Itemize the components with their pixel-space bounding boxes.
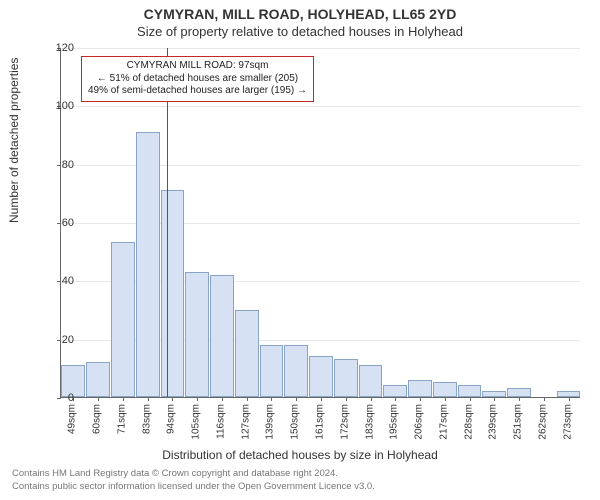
y-tick-label: 60 [44, 217, 74, 229]
x-tick-label: 217sqm [438, 404, 449, 440]
histogram-bar [210, 275, 234, 398]
x-tick-label: 139sqm [265, 404, 276, 440]
histogram-bar [458, 385, 482, 397]
x-tick-mark [494, 397, 495, 401]
x-tick-mark [247, 397, 248, 401]
x-tick-label: 206sqm [414, 404, 425, 440]
x-tick-mark [420, 397, 421, 401]
x-tick-label: 273sqm [562, 404, 573, 440]
x-tick-mark [148, 397, 149, 401]
y-tick-label: 20 [44, 334, 74, 346]
x-tick-label: 172sqm [339, 404, 350, 440]
x-tick-label: 49sqm [67, 404, 78, 434]
x-tick-mark [519, 397, 520, 401]
x-tick-label: 116sqm [215, 404, 226, 439]
histogram-bar [136, 132, 160, 397]
histogram-bar [359, 365, 383, 397]
x-tick-mark [123, 397, 124, 401]
y-tick-label: 120 [44, 42, 74, 54]
x-tick-mark [395, 397, 396, 401]
x-tick-mark [544, 397, 545, 401]
histogram-bar [433, 382, 457, 397]
chart-container: CYMYRAN, MILL ROAD, HOLYHEAD, LL65 2YD S… [0, 0, 600, 500]
x-tick-label: 195sqm [389, 404, 400, 440]
histogram-bar [507, 388, 531, 397]
histogram-bar [260, 345, 284, 398]
x-tick-label: 150sqm [290, 404, 301, 440]
histogram-bar [284, 345, 308, 398]
x-tick-mark [197, 397, 198, 401]
histogram-bar [383, 385, 407, 397]
x-tick-label: 105sqm [191, 404, 202, 440]
y-tick-label: 80 [44, 159, 74, 171]
address-title: CYMYRAN, MILL ROAD, HOLYHEAD, LL65 2YD [0, 6, 600, 22]
annotation-line-1: CYMYRAN MILL ROAD: 97sqm [88, 60, 307, 73]
histogram-bar [235, 310, 259, 398]
x-axis-label: Distribution of detached houses by size … [0, 448, 600, 462]
histogram-bar [111, 242, 135, 397]
histogram-bar [334, 359, 358, 397]
histogram-bar [309, 356, 333, 397]
x-tick-label: 161sqm [315, 404, 326, 440]
x-tick-label: 83sqm [141, 404, 152, 434]
annotation-line-3: 49% of semi-detached houses are larger (… [88, 85, 307, 98]
x-tick-mark [98, 397, 99, 401]
gridline [61, 48, 580, 49]
x-tick-label: 262sqm [537, 404, 548, 440]
histogram-bar [185, 272, 209, 397]
x-tick-mark [321, 397, 322, 401]
histogram-bar [161, 190, 185, 397]
chart-subtitle: Size of property relative to detached ho… [0, 24, 600, 39]
histogram-bar [86, 362, 110, 397]
x-tick-label: 71sqm [116, 404, 127, 434]
x-tick-mark [569, 397, 570, 401]
y-axis-label: Number of detached properties [7, 58, 21, 223]
histogram-bar [408, 380, 432, 398]
x-tick-label: 183sqm [364, 404, 375, 440]
x-tick-mark [296, 397, 297, 401]
x-tick-label: 94sqm [166, 404, 177, 434]
x-tick-mark [346, 397, 347, 401]
plot-area: CYMYRAN MILL ROAD: 97sqm ← 51% of detach… [60, 48, 580, 398]
y-tick-label: 100 [44, 100, 74, 112]
footer-licence: Contains public sector information licen… [12, 481, 375, 492]
x-tick-mark [172, 397, 173, 401]
x-tick-mark [371, 397, 372, 401]
x-tick-label: 127sqm [240, 404, 251, 440]
y-tick-label: 0 [44, 392, 74, 404]
x-tick-mark [222, 397, 223, 401]
footer-copyright: Contains HM Land Registry data © Crown c… [12, 468, 338, 479]
annotation-line-2: ← 51% of detached houses are smaller (20… [88, 73, 307, 86]
x-tick-mark [470, 397, 471, 401]
gridline [61, 106, 580, 107]
x-tick-label: 239sqm [488, 404, 499, 440]
x-tick-label: 228sqm [463, 404, 474, 440]
annotation-box: CYMYRAN MILL ROAD: 97sqm ← 51% of detach… [81, 56, 314, 102]
x-tick-mark [271, 397, 272, 401]
y-tick-label: 40 [44, 275, 74, 287]
x-tick-mark [445, 397, 446, 401]
x-tick-label: 251sqm [513, 404, 524, 440]
x-tick-label: 60sqm [92, 404, 103, 434]
